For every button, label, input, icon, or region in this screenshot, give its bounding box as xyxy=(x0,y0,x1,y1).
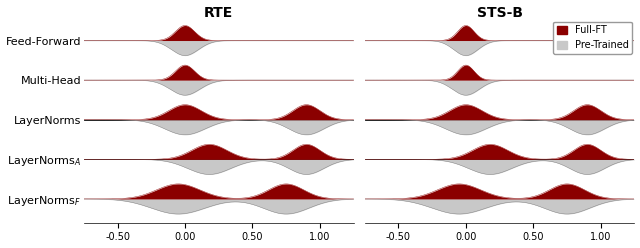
Legend: Full-FT, Pre-Trained: Full-FT, Pre-Trained xyxy=(553,22,632,54)
Title: STS-B: STS-B xyxy=(477,5,523,20)
Title: RTE: RTE xyxy=(204,5,234,20)
